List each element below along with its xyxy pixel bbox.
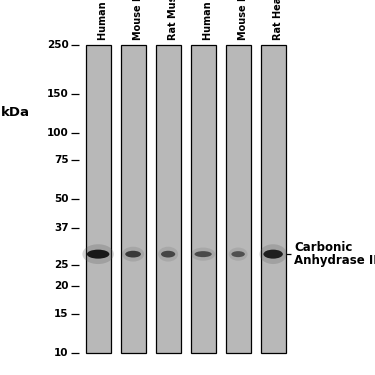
Text: Human Heart: Human Heart [203, 0, 213, 40]
Ellipse shape [191, 248, 215, 261]
Text: Anhydrase III: Anhydrase III [294, 254, 375, 267]
Text: 50: 50 [54, 194, 69, 204]
Text: 10: 10 [54, 348, 69, 357]
Text: Rat Muscle: Rat Muscle [168, 0, 178, 40]
Bar [120, 45, 146, 352]
Text: Mouse Muscle: Mouse Muscle [133, 0, 143, 40]
Text: kDa: kDa [0, 106, 30, 119]
Text: 75: 75 [54, 155, 69, 165]
Ellipse shape [231, 251, 245, 257]
Text: 150: 150 [47, 89, 69, 99]
Ellipse shape [161, 251, 175, 258]
Ellipse shape [229, 248, 248, 261]
Ellipse shape [158, 247, 178, 262]
Text: 25: 25 [54, 260, 69, 270]
Ellipse shape [82, 244, 114, 264]
Text: Mouse Heart: Mouse Heart [238, 0, 248, 40]
Text: Human Muscle: Human Muscle [98, 0, 108, 40]
Text: 250: 250 [47, 40, 69, 50]
Text: Rat Heart: Rat Heart [273, 0, 283, 40]
Ellipse shape [125, 251, 141, 258]
Ellipse shape [263, 250, 283, 259]
Ellipse shape [87, 250, 109, 259]
Bar [156, 45, 181, 352]
Text: 37: 37 [54, 222, 69, 232]
Ellipse shape [260, 244, 287, 264]
Bar [261, 45, 286, 352]
Ellipse shape [122, 247, 144, 262]
Bar [225, 45, 251, 352]
Text: 100: 100 [47, 128, 69, 138]
Bar [86, 45, 111, 352]
Ellipse shape [195, 251, 212, 257]
Text: 20: 20 [54, 281, 69, 291]
Text: Carbonic: Carbonic [294, 241, 353, 254]
Text: 15: 15 [54, 309, 69, 319]
Bar [190, 45, 216, 352]
